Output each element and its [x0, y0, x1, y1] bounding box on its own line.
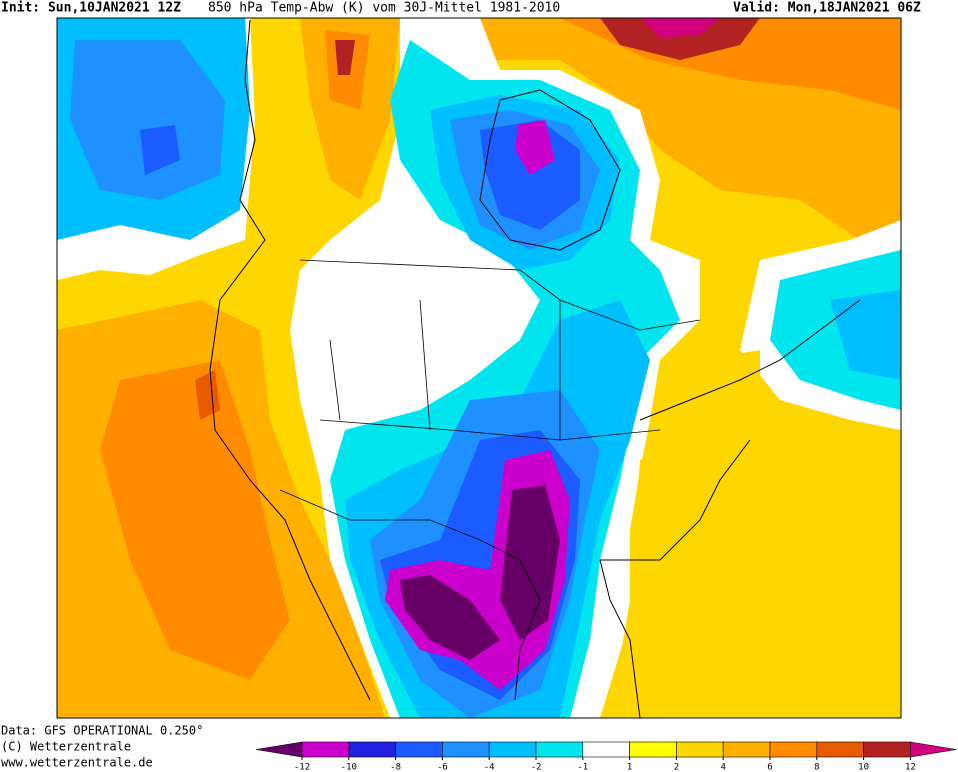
colorbar-swatch: [722, 741, 771, 758]
map-frame: [56, 17, 902, 719]
colorbar: -12 -10 -8 -6 -4 -2 -1 1 2 4 6 8 10 12: [255, 741, 957, 772]
colorbar-tick-label: -2: [531, 763, 542, 772]
colorbar-tick-label: 4: [720, 763, 725, 772]
colorbar-tick-label: 2: [674, 763, 679, 772]
colorbar-end: [255, 741, 303, 758]
colorbar-tick-label: 10: [858, 763, 869, 772]
init-label: Init: Sun,10JAN2021 12Z: [1, 1, 181, 16]
map-field: [57, 18, 901, 718]
footer-url: www.wetterzentrale.de: [1, 756, 153, 770]
colorbar-swatch: [629, 741, 677, 758]
colorbar-swatch: [442, 741, 490, 758]
colorbar-swatch: [676, 741, 724, 758]
colorbar-tick-label: -1: [577, 763, 588, 772]
valid-label: Valid: Mon,18JAN2021 06Z: [733, 1, 921, 16]
colorbar-tick-label: 1: [627, 763, 632, 772]
colorbar-swatch: [488, 741, 537, 758]
colorbar-swatch: [348, 741, 396, 758]
colorbar-tick-label: -8: [390, 763, 401, 772]
colorbar-swatch: [769, 741, 818, 758]
colorbar-tick-label: 8: [814, 763, 819, 772]
colorbar-swatch: [535, 741, 584, 758]
colorbar-tick-label: 12: [905, 763, 916, 772]
colorbar-tick-label: -12: [294, 763, 310, 772]
colorbar-swatch: [863, 741, 911, 758]
colorbar-tick-label: -10: [341, 763, 357, 772]
colorbar-swatch: [395, 741, 443, 758]
footer-copyright: (C) Wetterzentrale: [1, 740, 131, 754]
colorbar-tick-label: 6: [767, 763, 772, 772]
map-title: 850 hPa Temp-Abw (K) vom 30J-Mittel 1981…: [208, 1, 560, 16]
colorbar-swatch: [816, 741, 864, 758]
colorbar-tick-label: -6: [437, 763, 448, 772]
colorbar-swatch: [582, 741, 630, 758]
colorbar-end: [910, 741, 957, 758]
colorbar-swatch: [301, 741, 350, 758]
footer-data: Data: GFS OPERATIONAL 0.250°: [1, 724, 203, 738]
colorbar-tick-label: -4: [484, 763, 495, 772]
